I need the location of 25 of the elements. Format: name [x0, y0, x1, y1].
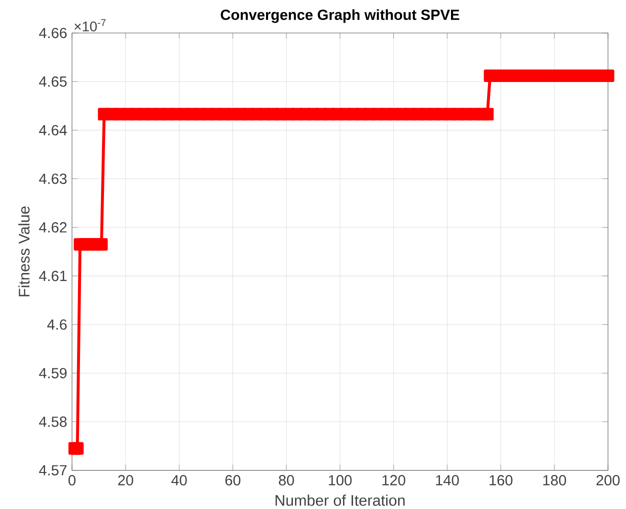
y-tick-label: 4.66	[39, 28, 67, 38]
x-tick-label: 100	[328, 475, 352, 486]
y-tick-label: 4.63	[39, 174, 67, 184]
x-tick-label: 140	[436, 475, 459, 486]
x-tick-label: 20	[118, 475, 134, 486]
x-tick-label: 200	[596, 475, 620, 486]
y-tick-label: 4.6	[47, 319, 67, 330]
y-tick-label: 4.64	[39, 125, 67, 136]
y-tick-label: 4.58	[39, 416, 67, 427]
x-tick-label: 160	[490, 475, 512, 486]
x-tick-label: 180	[543, 475, 566, 486]
x-tick-label: 120	[382, 475, 406, 486]
y-tick-label: 4.57	[39, 465, 67, 476]
x-tick-label: 0	[68, 475, 76, 486]
y-tick-label: 4.61	[39, 270, 67, 282]
text: ×10$^{-7}$	[74, 19, 106, 32]
y-tick-label: 4.59	[39, 368, 67, 378]
chart-title: Convergence Graph without SPVE	[220, 9, 460, 23]
y-tick-label: 4.62	[39, 222, 67, 233]
y-tick-label: 4.65	[39, 76, 67, 87]
x-tick-label: 40	[171, 475, 187, 486]
x-tick-label: 60	[225, 475, 240, 486]
y-axis-title: Fitness Value	[18, 206, 30, 296]
x-axis-title: Number of Iteration	[276, 494, 405, 506]
x-tick-label: 80	[278, 475, 294, 486]
